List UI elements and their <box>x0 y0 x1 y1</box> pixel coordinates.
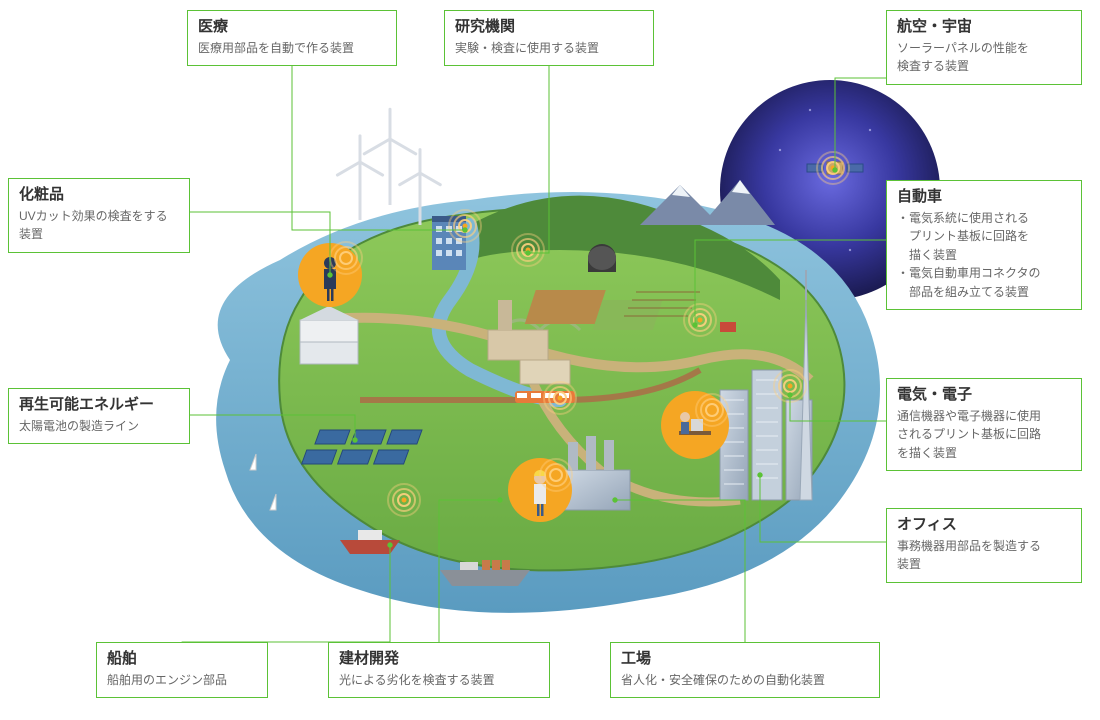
callout-material: 建材開発光による劣化を検査する装置 <box>328 642 550 698</box>
callout-ship: 船舶船舶用のエンジン部品 <box>96 642 268 698</box>
callout-desc: 省人化・安全確保のための自動化装置 <box>621 671 869 690</box>
infographic-stage: 医療医療用部品を自動で作る装置研究機関実験・検査に使用する装置航空・宇宙ソーラー… <box>0 0 1100 720</box>
scene-illustration <box>0 0 1100 720</box>
callout-cosmetics: 化粧品UVカット効果の検査をする 装置 <box>8 178 190 253</box>
callout-research: 研究機関実験・検査に使用する装置 <box>444 10 654 66</box>
callout-desc: 医療用部品を自動で作る装置 <box>198 39 386 58</box>
callout-title: オフィス <box>897 515 1071 535</box>
callout-title: 船舶 <box>107 649 257 669</box>
callout-auto: 自動車・電気系統に使用される プリント基板に回路を 描く装置 ・電気自動車用コネ… <box>886 180 1082 310</box>
callout-desc: 船舶用のエンジン部品 <box>107 671 257 690</box>
callout-title: 再生可能エネルギー <box>19 395 179 415</box>
callout-desc: UVカット効果の検査をする 装置 <box>19 207 179 244</box>
callout-title: 電気・電子 <box>897 385 1071 405</box>
callout-renewable: 再生可能エネルギー太陽電池の製造ライン <box>8 388 190 444</box>
callout-factory: 工場省人化・安全確保のための自動化装置 <box>610 642 880 698</box>
callout-desc: 実験・検査に使用する装置 <box>455 39 643 58</box>
callout-desc: 太陽電池の製造ライン <box>19 417 179 436</box>
callout-medical: 医療医療用部品を自動で作る装置 <box>187 10 397 66</box>
callout-aerospace: 航空・宇宙ソーラーパネルの性能を 検査する装置 <box>886 10 1082 85</box>
callout-desc: 通信機器や電子機器に使用 されるプリント基板に回路 を描く装置 <box>897 407 1071 463</box>
callout-office: オフィス事務機器用部品を製造する 装置 <box>886 508 1082 583</box>
callout-desc: ・電気系統に使用される プリント基板に回路を 描く装置 ・電気自動車用コネクタの… <box>897 209 1071 302</box>
callout-title: 航空・宇宙 <box>897 17 1071 37</box>
callout-desc: 事務機器用部品を製造する 装置 <box>897 537 1071 574</box>
callout-title: 化粧品 <box>19 185 179 205</box>
callout-title: 医療 <box>198 17 386 37</box>
callout-title: 工場 <box>621 649 869 669</box>
callout-desc: 光による劣化を検査する装置 <box>339 671 539 690</box>
callout-title: 研究機関 <box>455 17 643 37</box>
callout-title: 建材開発 <box>339 649 539 669</box>
callout-desc: ソーラーパネルの性能を 検査する装置 <box>897 39 1071 76</box>
callout-elec: 電気・電子通信機器や電子機器に使用 されるプリント基板に回路 を描く装置 <box>886 378 1082 471</box>
callout-title: 自動車 <box>897 187 1071 207</box>
